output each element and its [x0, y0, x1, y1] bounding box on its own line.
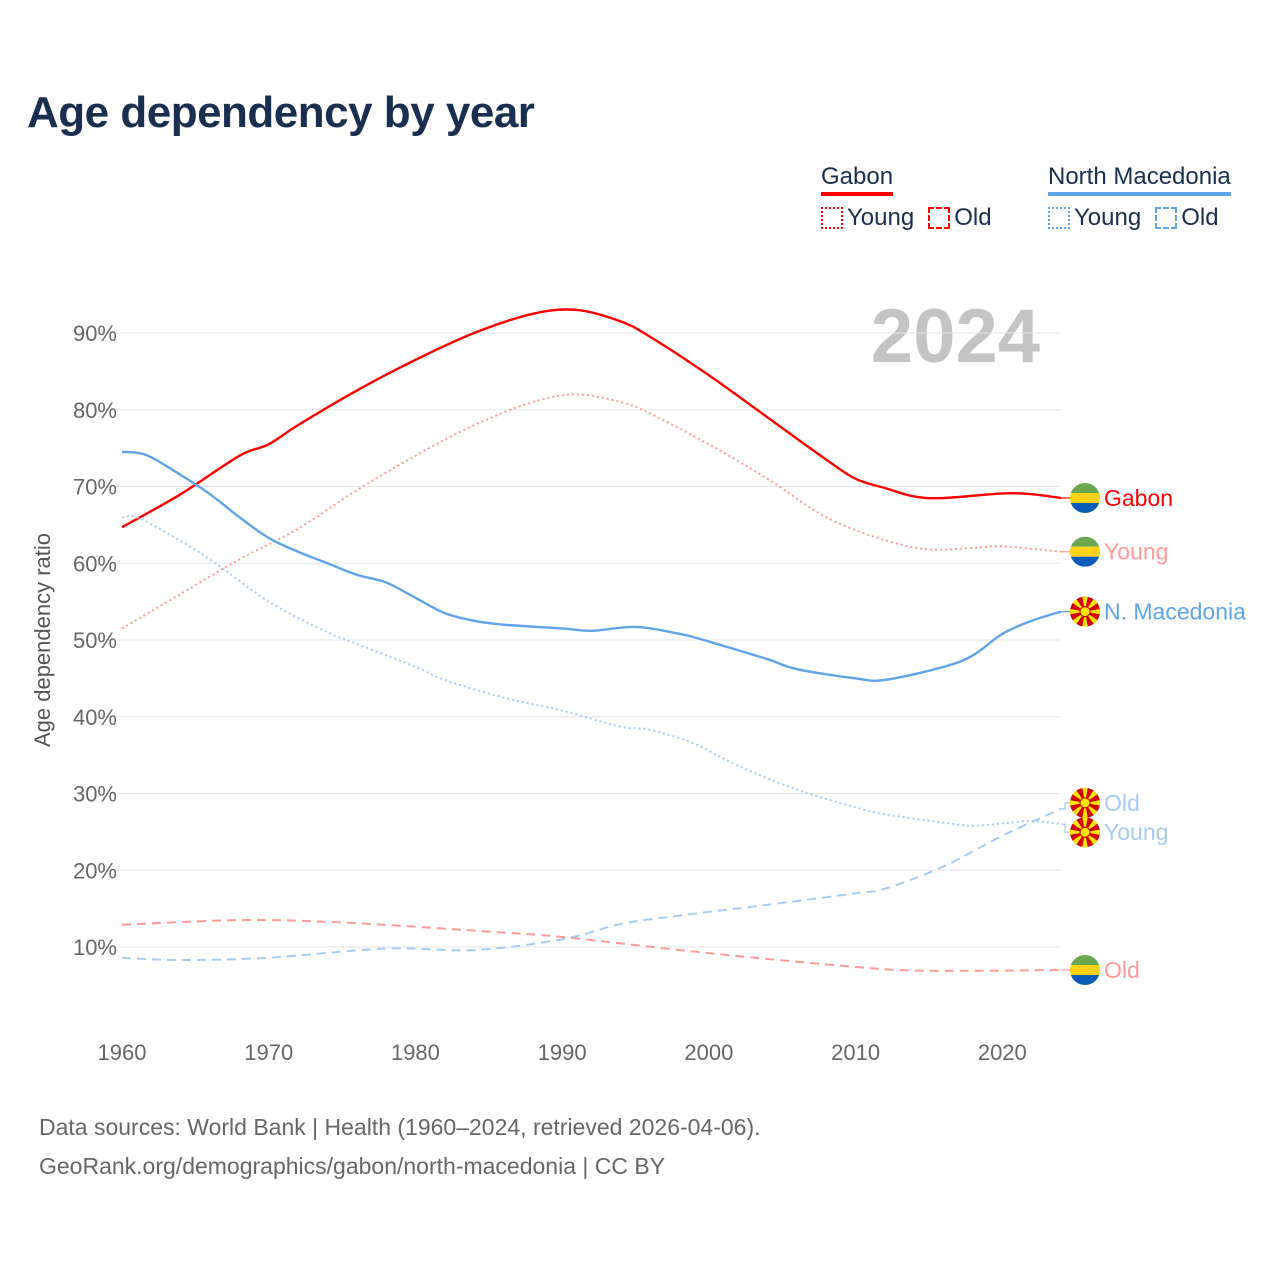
y-tick-label: 20%	[73, 858, 117, 883]
y-tick-label: 30%	[73, 782, 117, 807]
end-label: Old	[1104, 790, 1140, 816]
chart-title: Age dependency by year	[27, 88, 535, 137]
legend-item-label: Old	[1181, 204, 1219, 231]
y-tick-label: 90%	[73, 321, 117, 346]
gabon-flag-icon	[1070, 536, 1100, 567]
y-tick-label: 10%	[73, 935, 117, 960]
legend-nm-old: Old	[1155, 204, 1219, 232]
x-tick-label: 1970	[244, 1040, 293, 1065]
legend-north-macedonia-label: North Macedonia	[1048, 163, 1231, 196]
legend-item-label: Old	[954, 204, 992, 231]
y-tick-label: 40%	[73, 705, 117, 730]
macedonia-flag-icon	[1070, 787, 1100, 818]
label-connector	[1061, 823, 1072, 833]
gabon-flag-icon	[1070, 483, 1100, 514]
series-line-north-macedonia	[121, 450, 1062, 682]
x-tick-label: 1960	[98, 1040, 147, 1065]
y-tick-label: 60%	[73, 551, 117, 576]
line-chart: 2024 10% 20% 30% 40% 50% 60% 70% 80% 90% 1960 1970…	[30, 294, 1246, 1065]
legend-north-macedonia: North Macedonia Young Old	[1048, 163, 1231, 232]
footer: Data sources: World Bank | Health (1960–…	[39, 1108, 761, 1186]
series-line-gabon	[121, 308, 1062, 529]
x-tick-label: 1980	[391, 1040, 440, 1065]
series-line-gabon-young	[121, 393, 1062, 630]
x-tick-label: 2020	[978, 1040, 1027, 1065]
end-label: Young	[1104, 539, 1168, 565]
x-tick-label: 1990	[538, 1040, 587, 1065]
dashed-swatch-icon	[1155, 207, 1178, 229]
legend-item-label: Young	[847, 204, 915, 231]
x-tick-label: 2000	[684, 1040, 733, 1065]
legend-nm-young: Young	[1048, 204, 1141, 232]
y-tick-label: 70%	[73, 475, 117, 500]
series-line-gabon-old	[121, 919, 1062, 972]
legend-gabon: Gabon Young Old	[821, 163, 992, 232]
y-tick-label: 50%	[73, 628, 117, 653]
attribution: GeoRank.org/demographics/gabon/north-mac…	[39, 1153, 666, 1179]
end-label: Old	[1104, 957, 1140, 983]
legend-item-label: Young	[1074, 204, 1142, 231]
end-label: N. Macedonia	[1104, 599, 1246, 625]
macedonia-flag-icon	[1070, 596, 1100, 627]
dotted-swatch-icon	[1048, 207, 1070, 229]
y-tick-label: 80%	[73, 398, 117, 423]
legend-gabon-young: Young	[821, 204, 914, 232]
year-badge: 2024	[871, 294, 1040, 379]
macedonia-flag-icon	[1070, 817, 1100, 848]
end-label: Young	[1104, 819, 1168, 845]
y-axis-label: Age dependency ratio	[30, 533, 55, 747]
data-source: Data sources: World Bank | Health (1960–…	[39, 1114, 761, 1140]
end-label: Gabon	[1104, 485, 1173, 511]
legend-gabon-label: Gabon	[821, 163, 894, 196]
gabon-flag-icon	[1070, 955, 1100, 986]
legend-gabon-old: Old	[928, 204, 992, 232]
label-connector	[1061, 802, 1072, 810]
x-tick-label: 2010	[831, 1040, 880, 1065]
series-line-north-macedonia-old	[121, 807, 1062, 962]
dashed-swatch-icon	[928, 207, 951, 229]
dotted-swatch-icon	[821, 207, 843, 229]
series-line-north-macedonia-young	[121, 515, 1062, 827]
